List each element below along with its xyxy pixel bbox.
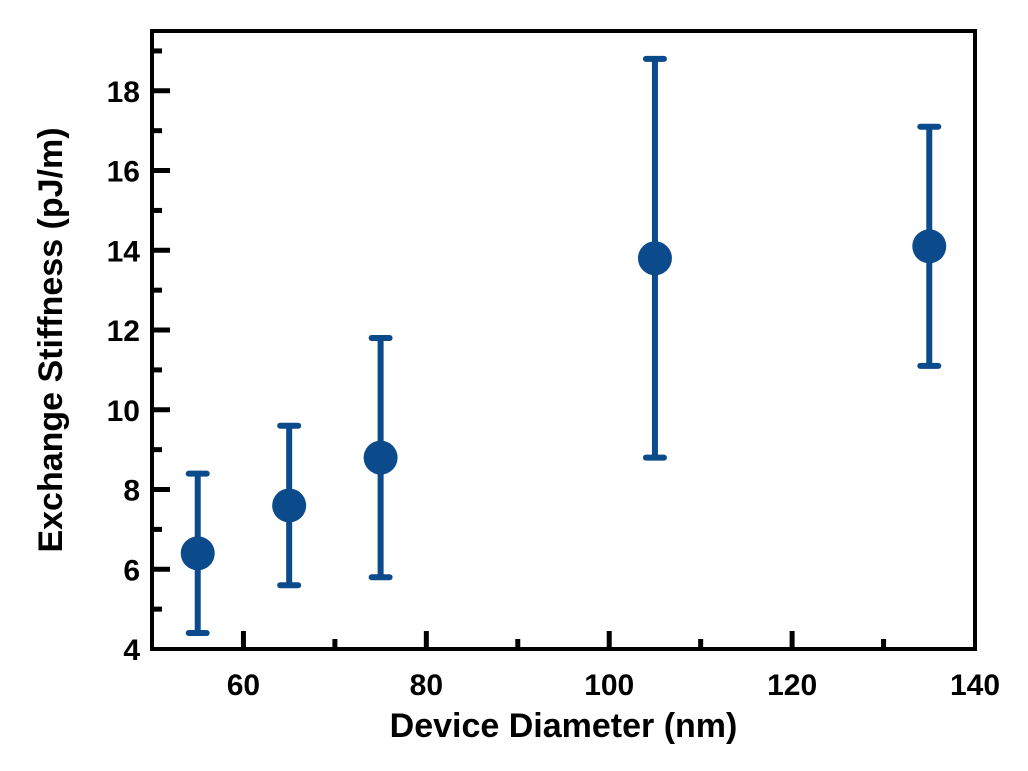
data-point (272, 488, 307, 523)
y-tick-label: 12 (107, 315, 140, 348)
y-tick-label: 6 (123, 554, 140, 587)
y-tick-label: 18 (107, 76, 140, 109)
x-tick-label: 60 (227, 669, 260, 702)
x-tick-label: 120 (767, 669, 817, 702)
x-tick-label: 140 (950, 669, 1000, 702)
y-tick-label: 4 (123, 634, 140, 667)
data-point (180, 536, 215, 571)
data-point (363, 440, 398, 475)
data-point (637, 241, 672, 276)
x-tick-label: 80 (410, 669, 443, 702)
plot-area (150, 29, 977, 651)
error-bars (185, 55, 942, 637)
x-axis-ticks (240, 631, 887, 649)
data-markers (180, 229, 947, 571)
y-tick-labels: 4 6 8 10 12 14 16 18 (107, 76, 141, 667)
x-tick-label: 100 (584, 669, 634, 702)
y-tick-label: 16 (107, 156, 140, 189)
data-point (912, 229, 947, 264)
y-axis-title: Exchange Stiffness (pJ/m) (32, 127, 70, 552)
x-tick-labels: 60 80 100 120 140 (227, 669, 1000, 702)
x-axis-title: Device Diameter (nm) (390, 707, 738, 745)
plot-frame (150, 29, 977, 651)
y-tick-label: 14 (107, 235, 141, 268)
y-tick-label: 8 (123, 475, 140, 508)
y-tick-label: 10 (107, 395, 140, 428)
y-axis-ticks (152, 48, 170, 612)
